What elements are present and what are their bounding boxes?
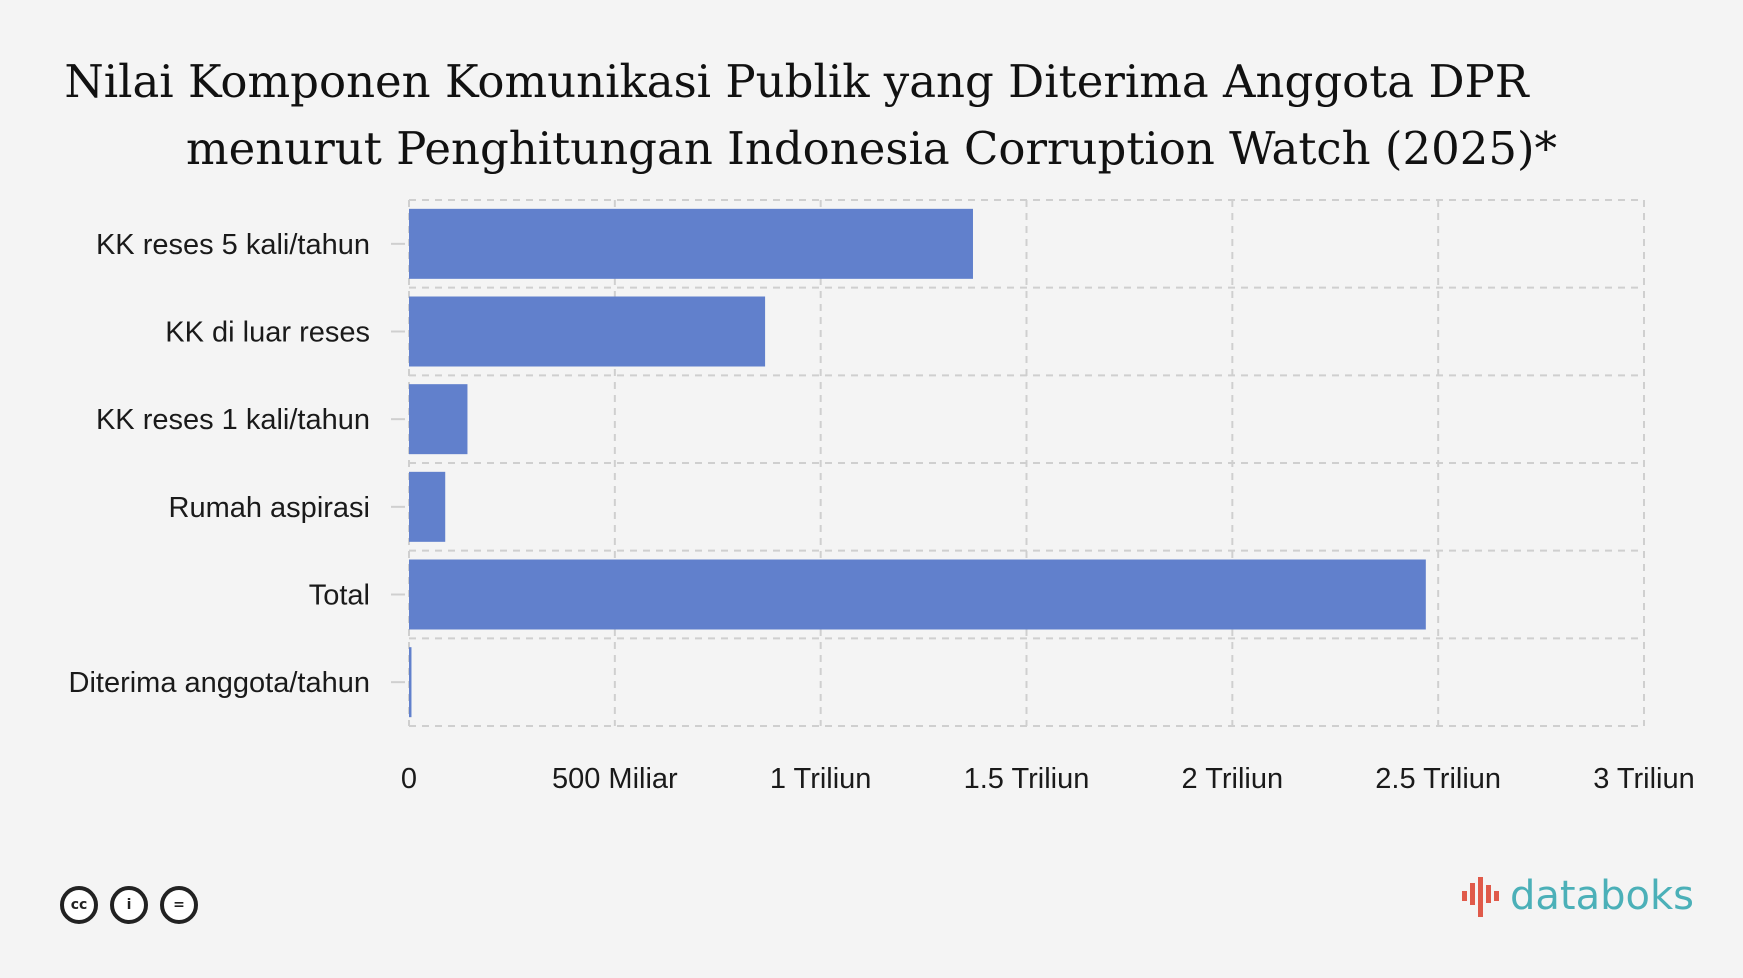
category-label: Diterima anggota/tahun xyxy=(69,667,370,699)
license-icons: cc i = xyxy=(60,886,198,924)
bar xyxy=(409,471,446,542)
bar xyxy=(409,647,412,718)
chart-title-line1: Nilai Komponen Komunikasi Publik yang Di… xyxy=(64,55,1529,108)
bar xyxy=(409,296,766,367)
by-icon: i xyxy=(110,886,148,924)
cc-icon: cc xyxy=(60,886,98,924)
bar xyxy=(409,559,1426,630)
x-tick-labels: 0 500 Miliar 1 Triliun 1.5 Triliun 2 Triliun… xyxy=(401,763,1695,795)
category-labels: KK reses 5 kali/tahun KK di luar reses KK … xyxy=(69,229,405,699)
x-tick-label: 1 Triliun xyxy=(770,763,872,795)
x-tick-label: 0 xyxy=(401,763,417,795)
x-tick-label: 2.5 Triliun xyxy=(1375,763,1501,795)
grid-lines xyxy=(408,199,1645,727)
x-tick-label: 1.5 Triliun xyxy=(964,763,1090,795)
chart-title-line2: menurut Penghitungan Indonesia Corruptio… xyxy=(185,122,1558,175)
x-tick-label: 3 Triliun xyxy=(1593,763,1695,795)
bar xyxy=(409,208,973,279)
category-label: KK reses 5 kali/tahun xyxy=(96,229,370,261)
category-label: Rumah aspirasi xyxy=(169,492,370,524)
category-label: Total xyxy=(309,580,370,612)
databoks-logo: databoks xyxy=(1460,873,1694,919)
brand-name: databoks xyxy=(1510,873,1694,919)
databoks-mark-icon xyxy=(1462,877,1499,917)
nd-icon: = xyxy=(160,886,198,924)
category-label: KK di luar reses xyxy=(165,317,370,349)
chart-title: Nilai Komponen Komunikasi Publik yang Di… xyxy=(0,48,1743,182)
category-label: KK reses 1 kali/tahun xyxy=(96,404,370,436)
bar xyxy=(409,384,468,455)
x-tick-label: 500 Miliar xyxy=(552,763,678,795)
x-tick-label: 2 Triliun xyxy=(1182,763,1284,795)
bars xyxy=(409,208,1426,718)
